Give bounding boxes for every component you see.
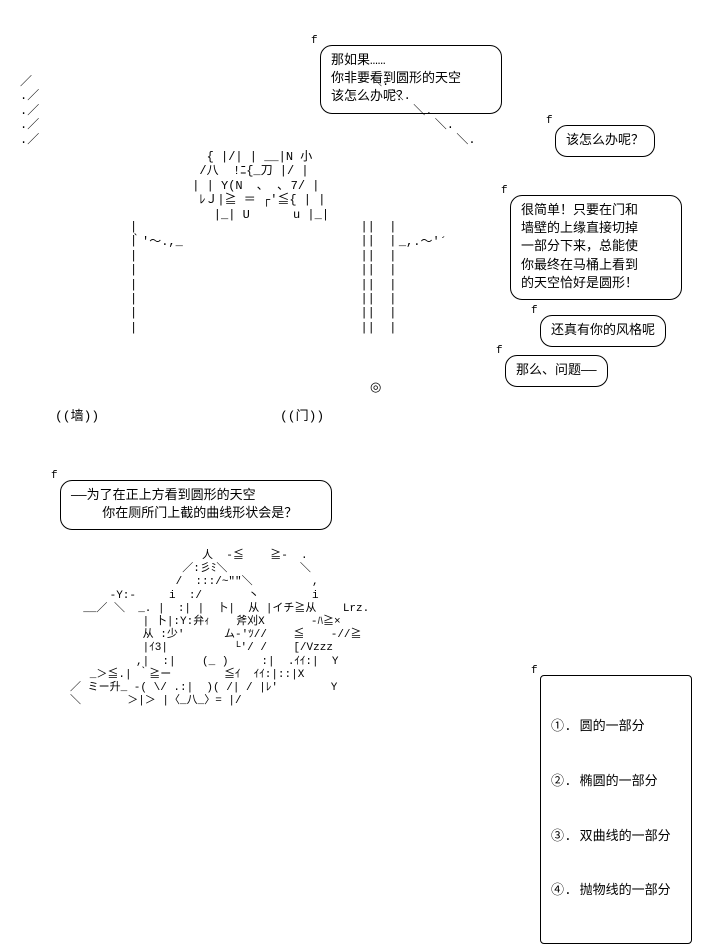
bubble-question-2: ——为了在正上方看到圆形的天空 你在厕所门上截的曲线形状会是？ (60, 480, 332, 530)
ascii-walls: | || | | || | | || | | || | | || | | (130, 220, 396, 335)
double-circle-mark: ◎ (370, 380, 381, 395)
bubble-response-1: 该怎么办呢？ (555, 125, 655, 157)
panel-1: 那如果…… 你非要看到圆形的天空 该怎么办呢？ 该怎么办呢？ 很简单！只要在门和… (10, 10, 716, 440)
option-4: ④. 抛物线的一部分 (551, 882, 681, 900)
label-door: ((门)) (280, 405, 324, 424)
bubble-explanation: 很简单！只要在门和 墙壁的上缘直接切掉 一部分下来，总能使 你最终在马桶上看到 … (510, 195, 682, 300)
bubble-transition: 那么、问题—— (505, 355, 608, 387)
panel-2: ——为了在正上方看到圆形的天空 你在厕所门上截的曲线形状会是？ 人 -≦ ≧- … (10, 440, 716, 860)
ascii-character-bottom: 人 -≦ ≧- . ／:彡ﾐ＼ ＼ / :::/~""＼ , -Y:- i :/… (70, 550, 369, 708)
option-1: ①. 圆的一部分 (551, 718, 681, 736)
bubble-comment: 还真有你的风格呢 (540, 315, 666, 347)
ascii-slope-right: ＼. ＼. ＼. ＼. ＼. (370, 75, 476, 147)
ascii-slope-left: ／ .／ .／ .／ .／ (20, 75, 39, 147)
options-box: ①. 圆的一部分 ②. 椭圆的一部分 ③. 双曲线的一部分 ④. 抛物线的一部分 (540, 675, 692, 944)
label-wall: ((墙)) (55, 405, 99, 424)
option-2: ②. 椭圆的一部分 (551, 773, 681, 791)
ascii-character-head: { |/| | __|N 小 /八 !ﾆ{_刀 |/ | | | Y(N ､ ､… (185, 150, 329, 222)
option-3: ③. 双曲线的一部分 (551, 828, 681, 846)
